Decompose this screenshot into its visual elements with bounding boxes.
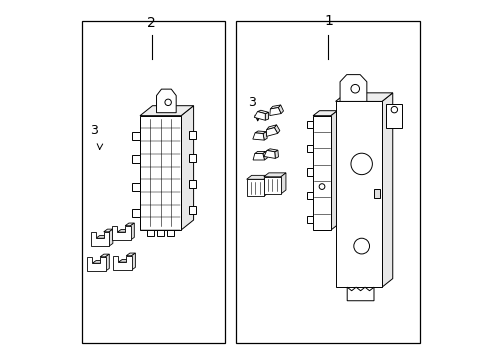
Bar — [82, 21, 224, 342]
Polygon shape — [117, 229, 129, 232]
Bar — [132, 209, 140, 217]
Polygon shape — [112, 226, 130, 240]
Bar — [306, 192, 312, 199]
Polygon shape — [281, 173, 285, 194]
Text: 1: 1 — [324, 14, 332, 28]
Polygon shape — [278, 105, 283, 114]
Bar — [188, 180, 196, 188]
Polygon shape — [346, 287, 373, 301]
Circle shape — [350, 85, 359, 93]
Polygon shape — [381, 93, 392, 287]
Circle shape — [350, 153, 372, 175]
Circle shape — [390, 107, 397, 113]
Polygon shape — [274, 150, 278, 158]
Bar — [188, 206, 196, 214]
Polygon shape — [255, 131, 265, 134]
Bar — [306, 121, 312, 128]
Polygon shape — [274, 125, 279, 134]
Polygon shape — [266, 125, 276, 130]
Polygon shape — [126, 253, 135, 256]
Bar — [263, 177, 281, 194]
Polygon shape — [312, 111, 337, 116]
Polygon shape — [87, 257, 105, 271]
Polygon shape — [105, 254, 109, 271]
Polygon shape — [266, 149, 277, 152]
Circle shape — [353, 238, 369, 254]
Polygon shape — [263, 175, 268, 197]
Polygon shape — [125, 223, 134, 226]
Bar — [306, 145, 312, 152]
Polygon shape — [113, 256, 131, 270]
Text: 3: 3 — [90, 124, 98, 137]
Polygon shape — [100, 254, 109, 257]
Bar — [312, 116, 330, 230]
Bar — [167, 230, 174, 237]
Bar — [373, 189, 379, 198]
Polygon shape — [262, 152, 267, 160]
Polygon shape — [109, 229, 113, 246]
Polygon shape — [156, 89, 176, 113]
Polygon shape — [246, 175, 268, 179]
Polygon shape — [140, 106, 193, 116]
Polygon shape — [253, 154, 264, 160]
Polygon shape — [130, 223, 134, 240]
Polygon shape — [257, 110, 268, 114]
Bar — [306, 216, 312, 223]
Bar — [335, 102, 381, 287]
Circle shape — [164, 99, 171, 105]
Polygon shape — [103, 229, 113, 232]
Polygon shape — [330, 111, 337, 230]
Polygon shape — [118, 260, 130, 262]
Bar — [386, 104, 402, 128]
Bar — [188, 131, 196, 139]
Polygon shape — [96, 235, 107, 238]
Polygon shape — [264, 150, 275, 158]
Polygon shape — [252, 133, 264, 140]
Polygon shape — [264, 112, 268, 120]
Polygon shape — [92, 261, 103, 263]
Bar — [132, 183, 140, 190]
Text: 3: 3 — [247, 95, 255, 109]
Bar — [235, 21, 419, 342]
Polygon shape — [339, 75, 366, 102]
Bar — [140, 116, 181, 230]
Bar — [146, 230, 154, 237]
Polygon shape — [335, 93, 392, 102]
Bar — [188, 154, 196, 162]
Bar — [132, 132, 140, 140]
Polygon shape — [254, 152, 265, 154]
Polygon shape — [131, 253, 135, 270]
Polygon shape — [254, 112, 264, 120]
Bar — [246, 179, 263, 197]
Polygon shape — [263, 132, 266, 140]
Polygon shape — [90, 232, 109, 246]
Bar — [132, 155, 140, 163]
Polygon shape — [270, 105, 280, 109]
Bar — [306, 168, 312, 176]
Circle shape — [319, 184, 324, 189]
Polygon shape — [181, 106, 193, 230]
Polygon shape — [266, 128, 277, 136]
Polygon shape — [269, 108, 281, 116]
Polygon shape — [263, 173, 285, 177]
Bar — [157, 230, 164, 237]
Text: 2: 2 — [147, 16, 156, 30]
